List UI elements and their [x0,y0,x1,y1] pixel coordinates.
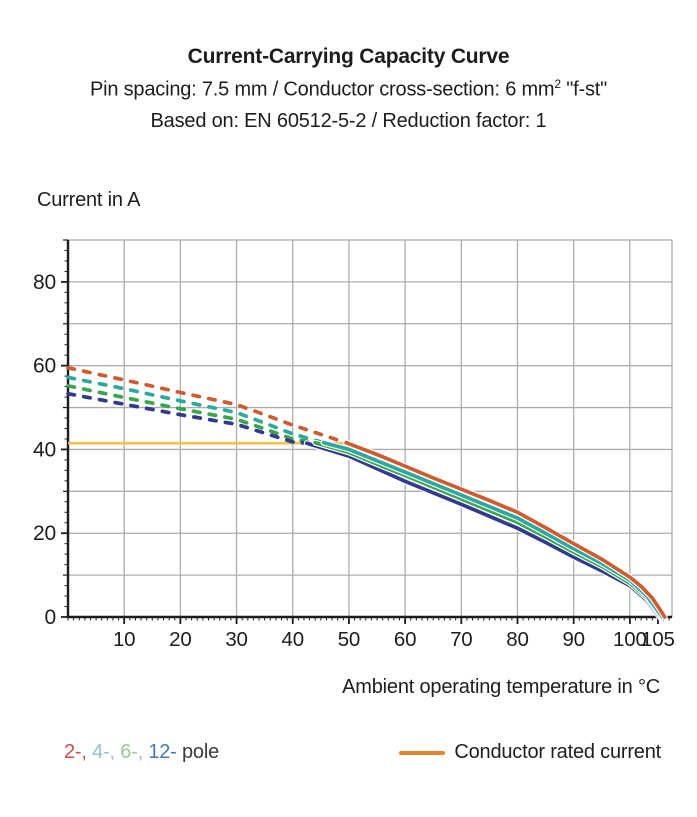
y-tick-label: 80 [33,271,56,294]
pole-legend-items: 2-, 4-, 6-, 12- [64,741,177,763]
x-tick-label: 60 [394,628,416,651]
page-title: Current-Carrying Capacity Curve [187,45,510,68]
x-tick-label: 10 [113,628,135,651]
x-tick-label: 100 [613,628,647,651]
subtitle-text: Pin spacing: 7.5 mm / Conductor cross-se… [89,78,555,101]
x-tick-label: 105 [641,628,675,651]
x-tick-label: 40 [282,628,304,651]
rated-current-swatch [399,750,446,755]
y-tick-label: 20 [33,522,56,545]
x-tick-label: 80 [506,628,528,651]
curve-casing-6-pole [312,439,665,620]
rated-current-legend: Conductor rated current [399,741,661,764]
legend-pole-item: 4-, [92,741,121,763]
chart-area: 10 20 30 40 50 60 70 80 90 100 105 0 20 40 60 80 [30,235,690,655]
legend-pole-item: 6-, [120,741,149,763]
curve-dashed-4-pole [66,375,326,445]
x-tick-label: 30 [225,628,247,651]
curve-dashed-12-pole [66,391,309,446]
curve-casing-12-pole [303,440,663,620]
subtitle-suffix: "f-st" [560,78,608,101]
pole-legend-suffix: pole [176,741,220,763]
x-tick-label: 70 [450,628,472,651]
legend-pole-item: 12- [148,741,177,763]
curve-dashed-2-pole [66,365,348,445]
x-axis-title: Ambient operating temperature in °C [342,676,660,698]
curve-12-pole [304,441,662,619]
x-tick-label: 90 [562,628,584,651]
x-tick-label: 20 [169,628,191,651]
pole-legend: 2-, 4-, 6-, 12- pole [64,741,219,764]
x-tick-label: 50 [338,628,360,651]
subtitle-superscript: 2 [554,77,561,91]
y-tick-label: 0 [45,606,56,629]
chart-basis-note: Based on: EN 60512-5-2 / Reduction facto… [150,110,547,132]
rated-current-label: Conductor rated current [454,741,661,763]
curve-dashed-6-pole [66,383,318,445]
curve-2-pole [344,440,667,619]
legend-pole-item: 2-, [64,741,93,763]
chart-subtitle: Pin spacing: 7.5 mm / Conductor cross-se… [0,77,697,102]
y-tick-label: 40 [33,438,56,461]
y-axis-title: Current in A [37,189,141,211]
curve-6-pole [313,440,664,619]
y-tick-label: 60 [33,355,56,378]
